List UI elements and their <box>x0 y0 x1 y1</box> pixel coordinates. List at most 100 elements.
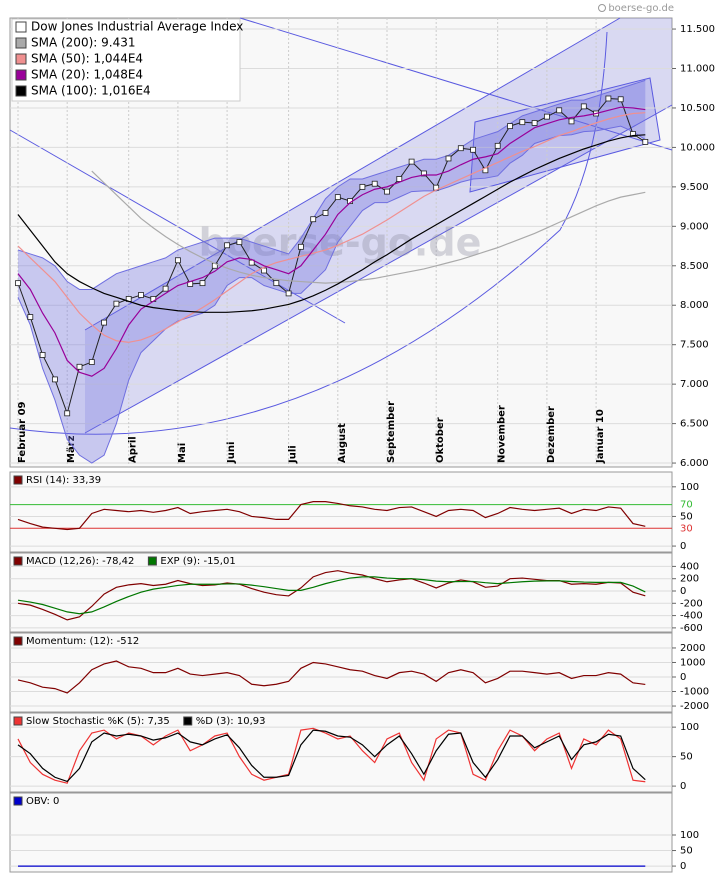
legend-swatch <box>13 556 23 566</box>
y-tick-label: 0 <box>680 672 686 683</box>
price-point <box>224 242 231 249</box>
level-label: 70 <box>680 500 693 511</box>
copyright-icon <box>598 4 606 12</box>
y-tick-label: 11.500 <box>680 24 715 35</box>
series-line <box>17 660 646 694</box>
y-tick-label: -600 <box>680 623 703 634</box>
y-tick-label: 0 <box>680 861 686 872</box>
y-tick-label: 8.000 <box>680 300 709 311</box>
x-tick-label: September <box>386 401 397 463</box>
series-line <box>17 134 646 313</box>
price-point <box>470 146 477 153</box>
price-point <box>408 158 415 165</box>
legend-swatch <box>13 636 23 646</box>
panel-frame <box>9 632 673 713</box>
trend-arc <box>9 31 608 435</box>
y-tick-label: 10.000 <box>680 142 715 153</box>
y-tick-label: 6.500 <box>680 419 709 430</box>
x-tick-label: März <box>66 435 77 463</box>
legend-label: SMA (100): 1,016E4 <box>31 84 151 98</box>
y-tick-label: 200 <box>680 574 699 585</box>
x-tick-label: Juni <box>226 442 237 464</box>
price-point <box>88 359 95 365</box>
x-tick-label: August <box>337 423 348 463</box>
price-point <box>162 285 169 292</box>
price-point <box>531 120 538 126</box>
price-point <box>420 170 427 177</box>
copyright: boerse-go.de <box>608 3 674 14</box>
legend-label: Slow Stochastic %K (5): 7,35 <box>26 716 170 727</box>
legend-swatch <box>15 53 27 65</box>
y-tick-label: -400 <box>680 611 703 622</box>
panel: 6.000 6.500 7.000 7.500 8.000 8.500 9.000 9.500… <box>10 18 715 469</box>
y-tick-label: 50 <box>680 752 693 763</box>
legend-label: EXP (9): -15,01 <box>160 556 235 567</box>
x-tick-label: Dezember <box>546 406 557 463</box>
legend-label: SMA (50): 1,044E4 <box>31 52 143 66</box>
y-tick-label: 50 <box>680 846 693 857</box>
y-tick-label: 9.000 <box>680 221 709 232</box>
price-point <box>359 183 366 190</box>
panel: 0 50 100 OBV: 0 <box>10 796 699 872</box>
price-point <box>568 118 575 125</box>
price-point <box>494 142 501 149</box>
panel: -2000 -1000 0 1000 2000 Momentum: (12): -512 <box>10 636 709 712</box>
y-tick-label: 100 <box>680 482 699 493</box>
x-tick-label: April <box>128 436 139 463</box>
price-point <box>445 155 452 162</box>
legend-swatch <box>15 69 27 81</box>
legend-label: RSI (14): 33,39 <box>26 475 101 486</box>
price-point <box>27 314 34 320</box>
price-point <box>138 292 144 298</box>
price-point <box>457 145 464 152</box>
watermark: boerse-go.de <box>199 221 482 265</box>
legend-swatch <box>147 556 157 566</box>
price-point <box>519 119 526 126</box>
price-point <box>556 107 563 114</box>
level-label: 30 <box>680 523 693 534</box>
price-point <box>285 290 292 297</box>
y-tick-label: 7.000 <box>680 379 709 390</box>
band-fill <box>18 80 646 464</box>
series-line <box>17 97 646 416</box>
y-tick-label: 0 <box>680 781 686 792</box>
price-point <box>52 376 58 383</box>
price-point <box>39 352 46 358</box>
price-point <box>507 123 513 130</box>
price-point <box>580 103 587 110</box>
legend-swatch <box>13 475 23 485</box>
trend-line <box>84 17 621 331</box>
price-point <box>544 113 550 120</box>
y-tick-label: -200 <box>680 598 703 609</box>
legend-swatch <box>13 716 23 726</box>
series-line <box>91 170 646 284</box>
price-point <box>101 319 107 326</box>
price-point <box>630 131 636 137</box>
price-point <box>384 188 390 195</box>
y-tick-label: 100 <box>680 830 699 841</box>
price-point <box>199 280 206 287</box>
price-point <box>273 280 280 287</box>
panel-frame <box>9 792 673 873</box>
price-point <box>334 194 341 201</box>
legend-label: MACD (12,26): -78,42 <box>26 556 134 567</box>
y-tick-label: 1000 <box>680 657 705 668</box>
legend-label: Momentum: (12): -512 <box>26 636 139 647</box>
legend-swatch <box>15 85 27 97</box>
y-tick-label: 7.500 <box>680 340 709 351</box>
y-tick-label: -1000 <box>680 687 709 698</box>
price-point <box>371 180 378 187</box>
x-tick-label: Februar 09 <box>17 401 28 463</box>
y-tick-label: 9.500 <box>680 182 709 193</box>
y-tick-label: 10.500 <box>680 103 715 114</box>
series-line <box>17 106 646 377</box>
series-line <box>17 112 646 343</box>
trend-line <box>239 17 673 151</box>
legend-label: OBV: 0 <box>26 796 59 807</box>
legend-swatch <box>13 796 23 806</box>
legend-label: %D (3): 10,93 <box>196 716 266 727</box>
band-line <box>17 125 646 464</box>
